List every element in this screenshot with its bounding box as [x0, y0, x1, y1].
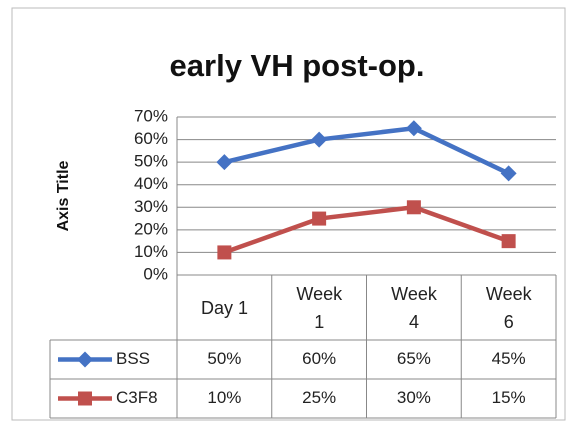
x-tick-label: Week 6 — [485, 284, 532, 332]
legend-label: BSS — [116, 349, 150, 368]
marker — [312, 211, 327, 226]
table-value: 65% — [397, 349, 431, 368]
y-tick-label: 30% — [134, 197, 168, 216]
marker — [311, 131, 328, 148]
chart-title: early VH post-op. — [170, 48, 425, 83]
x-tick-label: Week 4 — [391, 284, 437, 332]
category-cell: Week 1 — [272, 276, 367, 340]
table-value: 15% — [492, 388, 526, 407]
marker — [216, 154, 233, 171]
series-line — [223, 126, 510, 176]
marker — [500, 165, 517, 182]
table-value: 50% — [207, 349, 241, 368]
y-tick-label: 50% — [134, 152, 168, 171]
x-tick-label: Week 1 — [296, 284, 343, 332]
table-value: 25% — [302, 388, 336, 407]
series-line — [223, 205, 510, 255]
marker — [406, 200, 421, 215]
y-tick-label: 70% — [134, 106, 168, 125]
marker — [405, 120, 422, 137]
y-axis-title: Axis Title — [55, 160, 72, 231]
table-value: 30% — [397, 388, 431, 407]
y-tick-label: 20% — [134, 219, 168, 238]
marker — [501, 234, 516, 249]
legend-label: C3F8 — [116, 388, 158, 407]
table-value: 10% — [207, 388, 241, 407]
x-tick-label: Day 1 — [200, 298, 249, 318]
marker — [78, 391, 92, 406]
category-cell: Week 4 — [367, 276, 462, 340]
marker — [77, 351, 93, 368]
marker — [217, 245, 232, 260]
y-tick-label: 40% — [134, 174, 168, 193]
y-tick-label: 0% — [143, 264, 168, 283]
category-cell: Day 1 — [177, 276, 272, 340]
table-value: 45% — [492, 349, 526, 368]
table-value: 60% — [302, 349, 336, 368]
y-tick-label: 10% — [134, 242, 168, 261]
chart-border — [11, 7, 566, 421]
y-tick-label: 60% — [134, 129, 168, 148]
category-cell: Week 6 — [461, 276, 556, 340]
